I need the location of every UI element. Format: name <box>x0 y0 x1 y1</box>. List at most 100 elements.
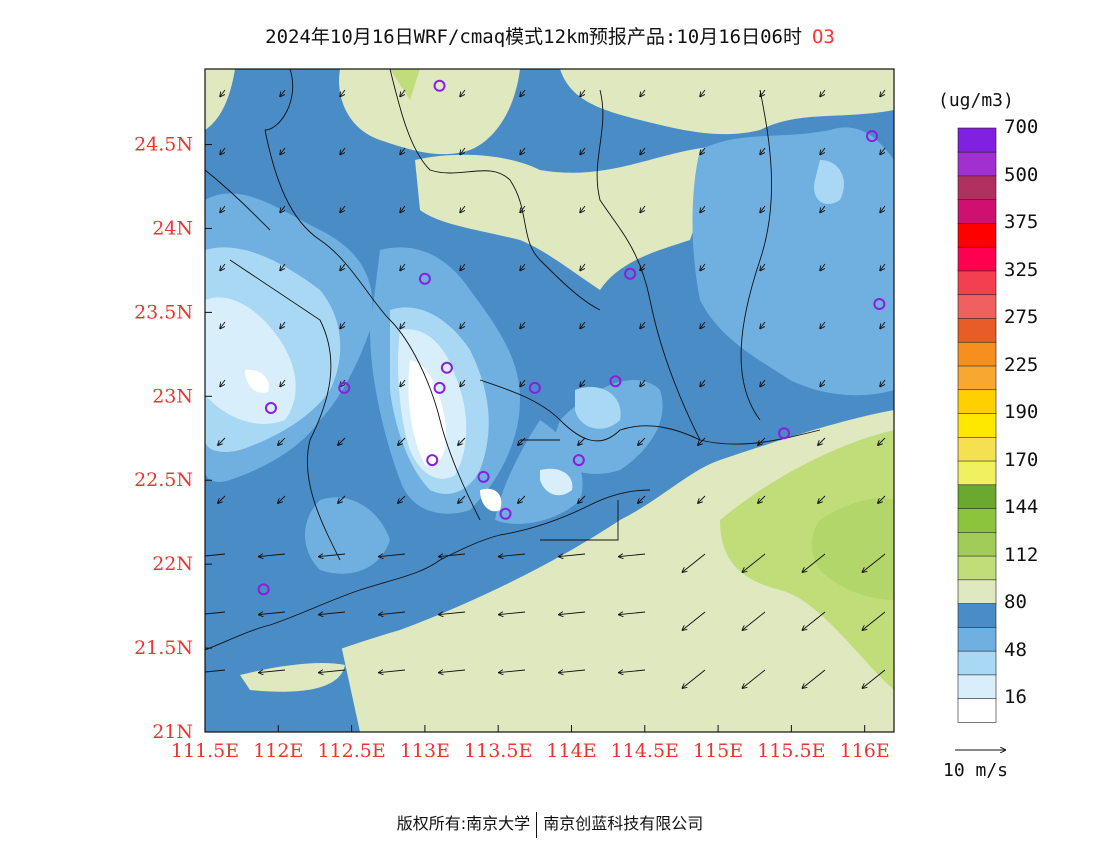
station-markers <box>257 79 886 596</box>
wind-arrow <box>460 89 466 96</box>
wind-arrow <box>520 263 526 270</box>
wind-arrow <box>518 495 526 503</box>
wind-arrow <box>319 554 346 557</box>
wind-arrow <box>439 612 466 615</box>
wind-arrow <box>760 89 766 96</box>
boundaries <box>205 69 821 651</box>
station-marker <box>609 375 622 388</box>
wind-arrow <box>518 437 526 445</box>
central-white <box>408 360 447 466</box>
colorbar-swatch <box>957 365 997 391</box>
concentration-field <box>205 69 894 732</box>
wind-arrow <box>758 495 766 503</box>
wind-arrow <box>400 321 406 328</box>
wind-arrow <box>880 147 886 154</box>
wind-arrow <box>205 669 226 673</box>
sw-mid-patch <box>305 497 390 574</box>
x-tick-label: 113E <box>400 740 450 762</box>
colorbar-swatch <box>957 175 997 200</box>
wind-arrow <box>700 205 706 212</box>
wind-arrow <box>400 263 406 270</box>
station-marker <box>873 297 886 310</box>
wind-arrow <box>700 89 706 96</box>
north-region-1 <box>339 69 520 155</box>
colorbar-swatch <box>957 484 997 509</box>
wind-arrow <box>280 89 286 96</box>
wind-arrow <box>640 205 646 212</box>
wind-arrow <box>220 321 226 328</box>
wind-arrow <box>743 669 766 688</box>
wind-arrow <box>880 321 886 328</box>
wind-arrow <box>743 611 766 630</box>
wind-arrow <box>205 611 226 615</box>
station-marker <box>433 79 446 92</box>
colorbar-swatch <box>957 294 997 319</box>
station-marker <box>264 402 277 415</box>
colorbar-swatch <box>957 222 997 248</box>
wind-arrow <box>340 205 346 212</box>
colorbar-label: 500 <box>1004 163 1039 186</box>
y-tick-label: 21N <box>152 721 193 743</box>
wind-arrow <box>820 205 826 212</box>
wind-arrow <box>220 379 226 386</box>
wind-arrow <box>520 205 526 212</box>
wind-arrow <box>460 379 466 386</box>
wind-arrow <box>820 321 826 328</box>
colorbar-unit: (ug/m3) <box>938 90 1014 111</box>
footer-right: 南京创蓝科技有限公司 <box>543 814 704 833</box>
wind-arrow <box>205 553 226 557</box>
wind-arrow <box>220 205 226 212</box>
wind-arrow <box>259 612 286 615</box>
north-patch <box>390 69 420 100</box>
hk-boundary <box>520 439 619 541</box>
nw-region <box>205 69 235 130</box>
colorbar-swatch <box>957 198 997 224</box>
x-tick-label: 115E <box>693 740 743 762</box>
plot-frame <box>204 68 895 733</box>
colorbar-label: 80 <box>1004 591 1027 614</box>
wind-arrow <box>578 495 586 503</box>
footer-left: 版权所有:南京大学 <box>396 814 531 833</box>
map-title: 2024年10月16日WRF/cmaq模式12km预报产品:10月16日06时 O… <box>0 22 1100 49</box>
colorbar-swatch <box>957 650 997 676</box>
wind-arrow <box>379 612 406 615</box>
colorbar-swatch <box>957 507 997 533</box>
wind-arrow <box>880 379 886 386</box>
station-marker <box>477 470 490 483</box>
wind-arrow <box>439 554 466 557</box>
wind-arrow <box>559 612 586 615</box>
y-tick-label: 23N <box>152 385 193 407</box>
wind-arrow <box>580 147 586 154</box>
station-marker <box>338 381 351 394</box>
wind-arrow <box>280 263 286 270</box>
wind-arrow <box>818 437 826 445</box>
footer-separator <box>536 811 538 838</box>
y-tick-label: 23.5N <box>134 301 193 323</box>
colorbar-swatch <box>957 389 997 414</box>
colorbar-swatch <box>957 151 997 177</box>
colorbar <box>957 127 997 723</box>
x-tick-label: 114E <box>546 740 596 762</box>
wind-arrow <box>340 263 346 270</box>
wind-arrow <box>700 147 706 154</box>
wind-arrow <box>559 554 586 557</box>
wind-arrow <box>259 554 286 557</box>
title-text: 2024年10月16日WRF/cmaq模式12km预报产品:10月16日06时 <box>265 26 802 48</box>
station-marker <box>440 361 453 374</box>
y-tick-label: 24N <box>152 217 193 239</box>
colorbar-label: 275 <box>1004 306 1039 329</box>
wind-arrow <box>520 379 526 386</box>
colorbar-swatch <box>957 579 997 604</box>
wind-arrow <box>259 670 286 673</box>
x-tick-label: 116E <box>840 740 890 762</box>
wind-arrow <box>818 495 826 503</box>
colorbar-swatch <box>957 412 997 438</box>
wind-arrow <box>499 612 526 615</box>
west-white <box>245 369 269 393</box>
wind-arrow <box>619 554 646 557</box>
wind-arrow <box>220 147 226 154</box>
wind-arrow <box>499 670 526 673</box>
colorbar-label: 112 <box>1004 543 1039 566</box>
wind-arrow <box>880 263 886 270</box>
colorbar-swatch <box>957 460 997 486</box>
